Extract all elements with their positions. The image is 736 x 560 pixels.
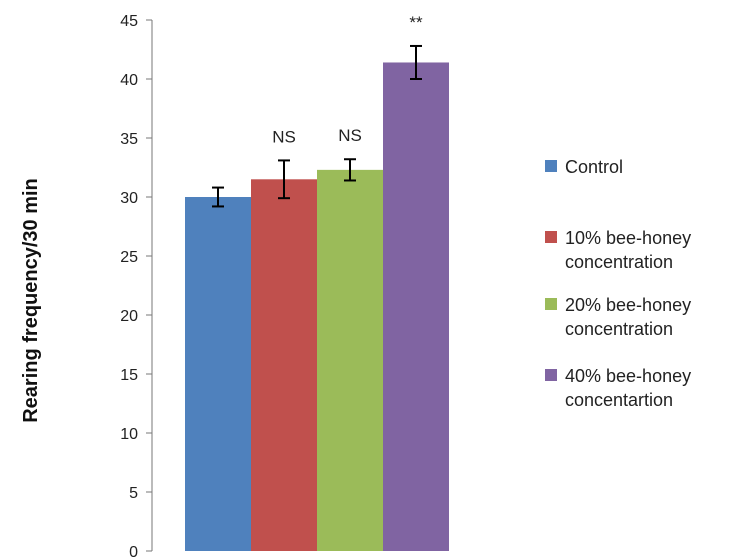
legend-swatch — [545, 160, 557, 172]
y-tick-label: 45 — [120, 13, 138, 30]
error-bar — [278, 159, 290, 200]
y-tick-label: 30 — [120, 190, 138, 207]
legend-swatch — [545, 369, 557, 381]
bars: NS NS ** — [185, 13, 449, 552]
y-tick-label: 10 — [120, 426, 138, 443]
bar — [185, 197, 251, 551]
legend-label: concentartion — [565, 390, 673, 410]
legend-label: 20% bee-honey — [565, 295, 691, 315]
y-tick-label: 15 — [120, 367, 138, 384]
legend-label: concentration — [565, 319, 673, 339]
legend-swatch — [545, 298, 557, 310]
y-axis: 0 5 10 15 20 25 30 35 40 45 — [120, 13, 153, 560]
y-tick-label: 0 — [129, 544, 138, 560]
error-bar — [212, 186, 224, 208]
y-axis-title: Rearing frequency/30 min — [20, 178, 42, 423]
legend-label: Control — [565, 157, 623, 177]
legend-label: 10% bee-honey — [565, 228, 691, 248]
legend-label: 40% bee-honey — [565, 366, 691, 386]
y-tick-label: 35 — [120, 131, 138, 148]
error-bar — [410, 44, 422, 80]
y-tick-label: 20 — [120, 308, 138, 325]
significance-label: NS — [272, 127, 296, 146]
significance-label: ** — [409, 13, 423, 32]
bar — [251, 179, 317, 552]
y-tick-label: 5 — [129, 485, 138, 502]
legend-swatch — [545, 231, 557, 243]
y-tick-label: 40 — [120, 72, 138, 89]
y-tick-label: 25 — [120, 249, 138, 266]
legend: Control 10% bee-honey concentration 20% bee… — [545, 157, 691, 410]
error-bar — [344, 158, 356, 182]
legend-label: concentration — [565, 252, 673, 272]
bar — [383, 62, 449, 551]
bar — [317, 169, 383, 552]
significance-label: NS — [338, 126, 362, 145]
